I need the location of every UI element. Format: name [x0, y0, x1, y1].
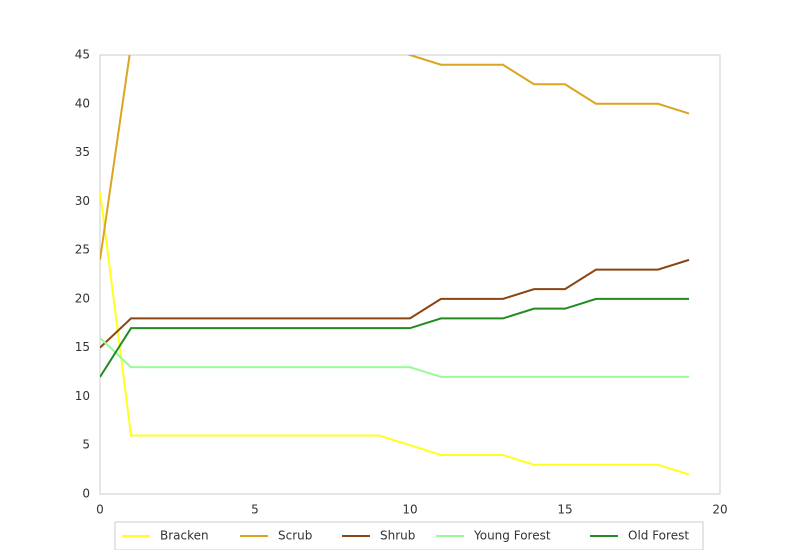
x-tick-label: 20 [712, 503, 727, 517]
y-tick-label: 35 [75, 145, 90, 159]
y-tick-label: 5 [82, 438, 90, 452]
y-tick-label: 25 [75, 243, 90, 257]
x-tick-label: 5 [251, 503, 259, 517]
legend-label: Young Forest [473, 529, 551, 543]
series-line [100, 55, 690, 261]
legend-label: Bracken [160, 529, 209, 543]
legend-label: Scrub [278, 529, 312, 543]
y-tick-label: 30 [75, 194, 90, 208]
legend-label: Old Forest [628, 529, 689, 543]
legend-label: Shrub [380, 529, 415, 543]
plot-frame [99, 54, 721, 495]
x-tick-label: 10 [402, 503, 417, 517]
y-tick-label: 15 [75, 340, 90, 354]
series-line [100, 297, 689, 378]
y-tick-label: 45 [75, 48, 90, 62]
y-tick-label: 40 [75, 96, 90, 110]
lines [100, 55, 690, 476]
y-tick-label: 10 [75, 389, 90, 403]
x-tick-label: 0 [96, 503, 104, 517]
y-tick-label: 0 [82, 487, 90, 501]
series-line [100, 337, 689, 378]
series-line [100, 191, 690, 476]
y-tick-label: 20 [75, 291, 90, 305]
x-tick-label: 15 [557, 503, 572, 517]
series-line [100, 258, 690, 349]
